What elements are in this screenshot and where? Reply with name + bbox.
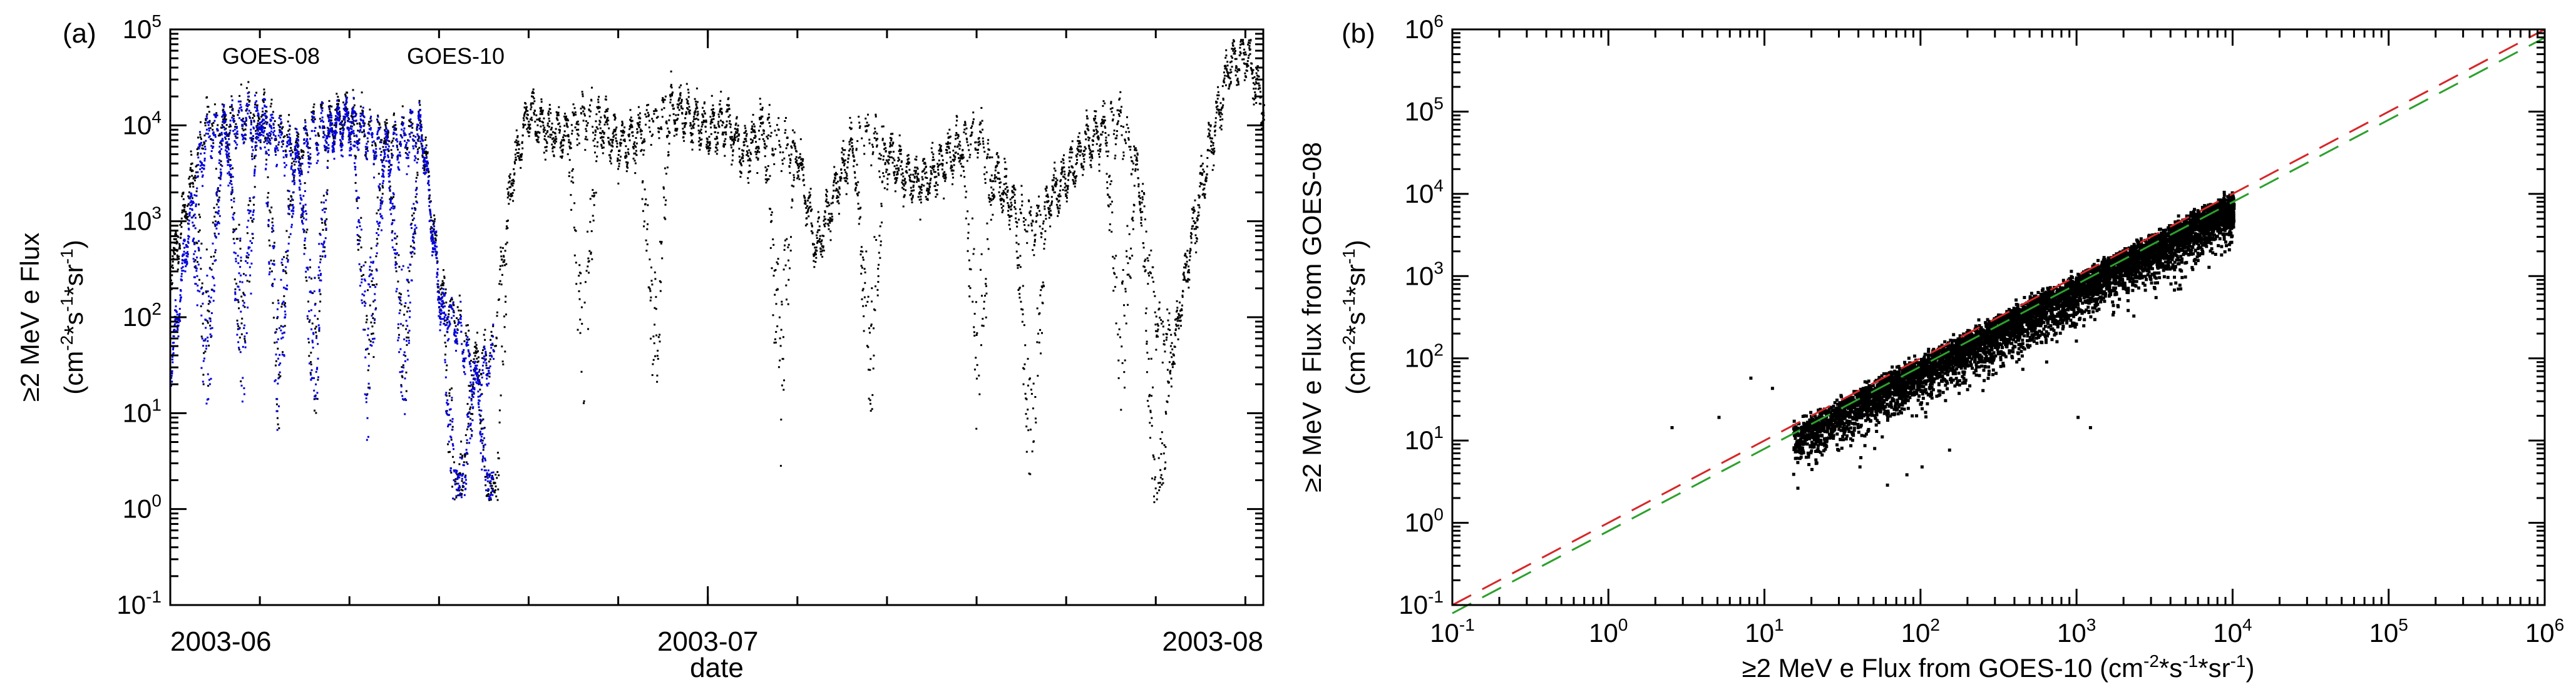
- b-ytick-label: 105: [1405, 93, 1444, 126]
- panel-a-frame: [169, 28, 1265, 606]
- a-xtick-label: 2003-07: [657, 626, 758, 657]
- b-ytick-label: 104: [1405, 176, 1444, 208]
- panel-a-label: (a): [63, 18, 96, 49]
- b-ytick-label: 100: [1405, 505, 1444, 537]
- a-xtick-label: 2003-08: [1162, 626, 1263, 657]
- b-xtick-label: 10-1: [1430, 615, 1475, 648]
- panel-b-ylabel-line1: ≥2 MeV e Flux from GOES-08: [1297, 142, 1326, 492]
- panel-b-frame: [1451, 28, 2546, 606]
- a-xtick-label: 2003-06: [170, 626, 271, 657]
- legend-goes-08: GOES-08: [222, 43, 320, 69]
- panel-a-ylabel: ≥2 MeV e Flux: [15, 233, 44, 402]
- b-ytick-label: 103: [1405, 258, 1444, 290]
- panel-b-axes: 10-110-1 100 100 101 101 102 102 103 103 104 104 10…: [1398, 11, 2564, 648]
- goes-10-series-points: [170, 39, 1265, 504]
- b-xtick-label: 101: [1745, 615, 1783, 648]
- a-ytick-label: 101: [123, 395, 162, 427]
- b-ytick-label: 102: [1405, 340, 1444, 373]
- panel-a-points: [170, 39, 1265, 504]
- legend-goes-10: GOES-10: [407, 43, 505, 69]
- panel-b-xlabel: ≥2 MeV e Flux from GOES-10 (cm-2*s-1*sr-…: [1742, 651, 2255, 683]
- panel-a-ylabel-line2: (cm-2*s-1*sr-1): [57, 240, 88, 394]
- panel-a-ylabel-line1: ≥2 MeV e Flux: [15, 233, 44, 402]
- b-ytick-label: 10-1: [1398, 587, 1444, 619]
- panel-a-axes: 10-1 100 101 102 103 104 105 2003-06 2003-07 2003…: [116, 11, 1265, 657]
- b-xtick-label: 105: [2369, 615, 2408, 648]
- a-ytick-label: 104: [123, 107, 162, 140]
- a-ytick-label: 10-1: [116, 587, 162, 619]
- b-xtick-label: 104: [2213, 615, 2252, 648]
- a-ytick-label: 102: [123, 299, 162, 332]
- panel-a-xlabel: date: [690, 653, 744, 683]
- b-ytick-label: 101: [1405, 422, 1444, 455]
- fit-line-green: [1452, 36, 2545, 614]
- b-ytick-label: 106: [1405, 11, 1444, 44]
- b-xtick-label: 102: [1901, 615, 1940, 648]
- panel-b-ylabel-line2: (cm-2*s-1*sr-1): [1339, 240, 1370, 394]
- panel-a-ylabel-units: (cm-2*s-1*sr-1): [57, 240, 88, 394]
- panel-b-ylabel: ≥2 MeV e Flux from GOES-08: [1297, 142, 1326, 492]
- b-xtick-label: 106: [2525, 615, 2564, 648]
- a-ytick-label: 103: [123, 203, 162, 236]
- panel-b-label: (b): [1342, 18, 1375, 49]
- panel-b-ylabel-units: (cm-2*s-1*sr-1): [1339, 240, 1370, 394]
- b-xtick-label: 100: [1589, 615, 1628, 648]
- goes-08-series-points: [170, 92, 495, 500]
- panel-b-lines: [1452, 28, 2545, 614]
- reference-line-red: [1452, 28, 2545, 606]
- b-xtick-label: 103: [2057, 615, 2096, 648]
- a-ytick-label: 100: [123, 491, 162, 524]
- a-ytick-label: 105: [123, 11, 162, 44]
